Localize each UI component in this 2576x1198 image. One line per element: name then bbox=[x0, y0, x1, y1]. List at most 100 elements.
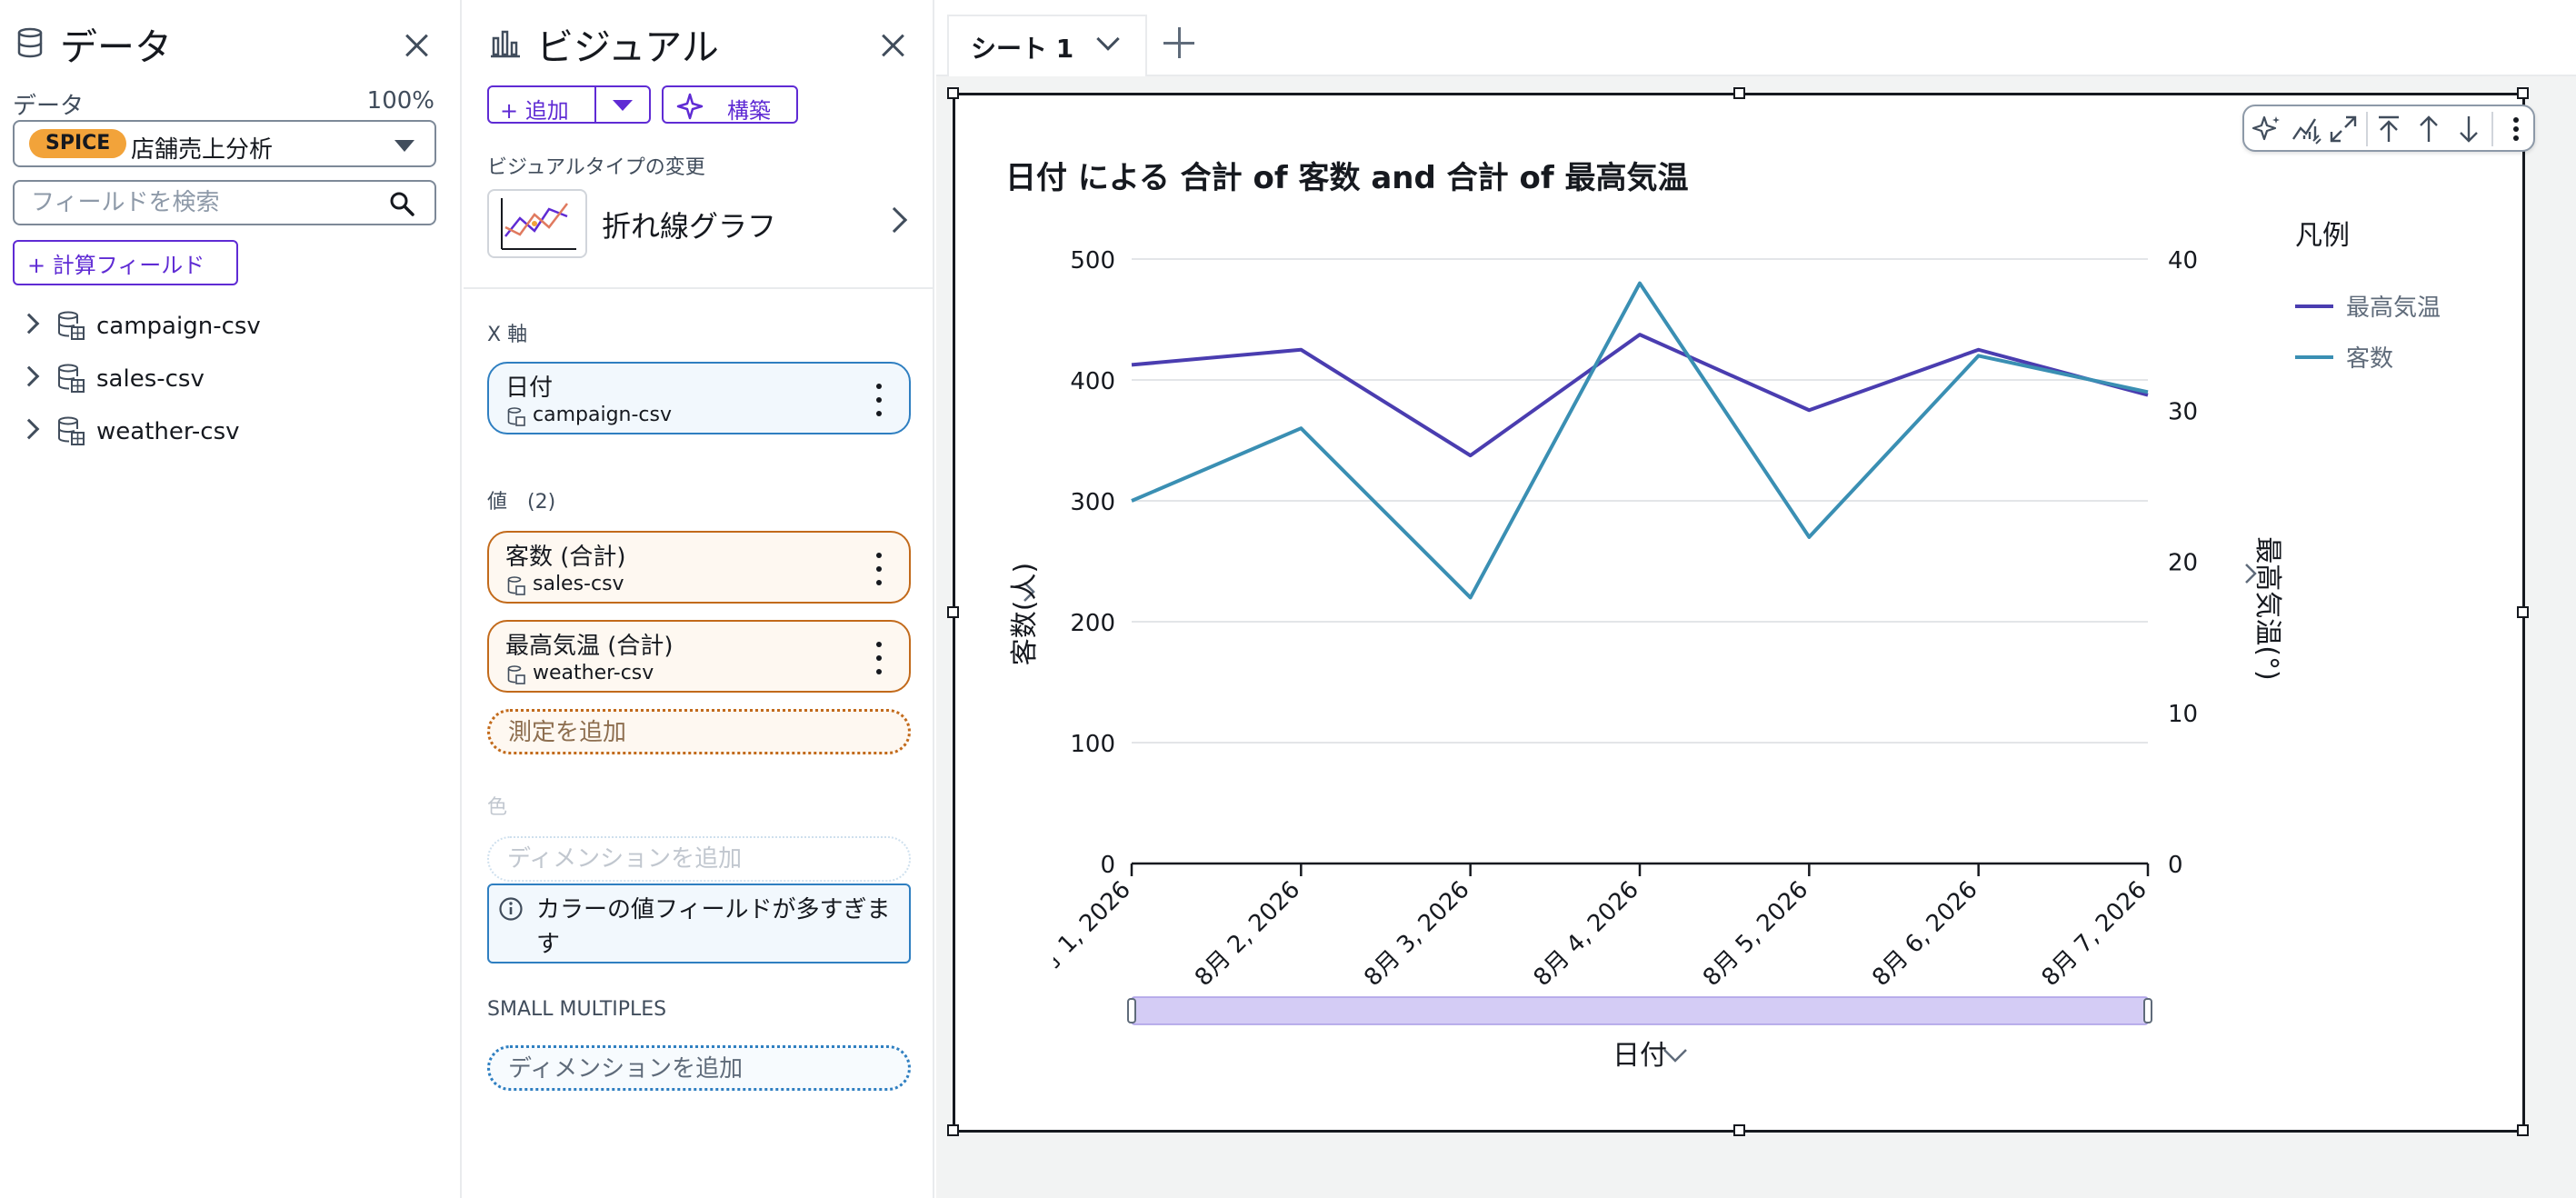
resize-handle[interactable] bbox=[2517, 1124, 2529, 1136]
visual-type-name: 折れ線グラフ bbox=[602, 209, 777, 244]
color-section-label: 色 bbox=[487, 796, 508, 819]
add-sheet-icon[interactable] bbox=[1163, 27, 1194, 58]
dataset-select[interactable]: SPICE 店舗売上分析 bbox=[13, 120, 436, 167]
y-left-tick-label: 400 bbox=[1070, 368, 1115, 395]
chevron-right-icon bbox=[2245, 564, 2257, 584]
field-name: 客数 (合計) bbox=[505, 544, 626, 571]
line-chart-thumbnail-icon bbox=[487, 189, 587, 258]
field-source: campaign-csv bbox=[533, 404, 672, 426]
y-right-tick-label: 30 bbox=[2168, 398, 2198, 425]
series-line-customers bbox=[1131, 281, 2149, 600]
more-vertical-icon[interactable] bbox=[876, 553, 882, 585]
value-field-well[interactable]: 最高気温 (合計) weather-csv bbox=[487, 620, 911, 693]
info-icon bbox=[499, 897, 523, 921]
add-visual-label: + 追加 bbox=[500, 98, 569, 124]
x-axis-field-well[interactable]: 日付 campaign-csv bbox=[487, 362, 911, 434]
more-vertical-icon[interactable] bbox=[876, 384, 882, 416]
dataset-icon bbox=[507, 407, 525, 426]
resize-handle[interactable] bbox=[947, 87, 959, 99]
add-calculated-field-button[interactable]: + 計算フィールド bbox=[13, 240, 238, 285]
y-left-tick-label: 0 bbox=[1100, 852, 1115, 879]
spice-badge: SPICE bbox=[29, 129, 127, 158]
dataset-row-campaign[interactable]: campaign-csv bbox=[0, 302, 454, 351]
close-visual-panel-icon[interactable] bbox=[874, 27, 911, 64]
x-tick-label: 8月 3, 2026 bbox=[1359, 876, 1474, 992]
dataset-icon bbox=[507, 665, 525, 684]
small-multiples-drop-target[interactable]: ディメンションを追加 bbox=[487, 1045, 911, 1091]
x-axis-title: 日付 bbox=[1612, 1040, 1667, 1072]
dataset-icon bbox=[58, 364, 85, 393]
more-vertical-icon[interactable] bbox=[2499, 112, 2533, 146]
x-axis-section-label: X 軸 bbox=[487, 324, 528, 346]
sheet-tab[interactable]: シート 1 bbox=[947, 15, 1147, 76]
move-down-icon[interactable] bbox=[2451, 112, 2486, 146]
move-to-top-icon[interactable] bbox=[2371, 112, 2406, 146]
sparkle-icon[interactable] bbox=[2250, 112, 2284, 146]
move-up-icon[interactable] bbox=[2411, 112, 2446, 146]
add-visual-button[interactable]: + 追加 bbox=[487, 85, 651, 124]
color-info-alert: カラーの値フィールドが多すぎます bbox=[487, 884, 911, 963]
resize-handle[interactable] bbox=[947, 606, 959, 618]
button-divider bbox=[594, 87, 596, 122]
resize-handle[interactable] bbox=[1733, 87, 1745, 99]
visual-type-selector[interactable]: 折れ線グラフ bbox=[487, 189, 924, 258]
resize-handle[interactable] bbox=[2517, 87, 2529, 99]
field-source: weather-csv bbox=[533, 662, 654, 684]
visual-panel: ビジュアル + 追加 構築 ビジュアルタイプの変更 折れ線グラフ X 軸 日付 bbox=[464, 0, 934, 1198]
value-field-well[interactable]: 客数 (合計) sales-csv bbox=[487, 531, 911, 604]
field-name: 最高気温 (合計) bbox=[505, 633, 674, 660]
dataset-icon bbox=[58, 311, 85, 340]
y-right-tick-label: 0 bbox=[2168, 852, 2183, 879]
forecast-chart-icon[interactable] bbox=[2288, 112, 2322, 146]
chevron-right-icon bbox=[1023, 582, 1035, 602]
legend-item-label: 客数 bbox=[2346, 345, 2393, 373]
close-data-panel-icon[interactable] bbox=[398, 27, 434, 64]
x-tick-label: 8月 4, 2026 bbox=[1529, 876, 1644, 992]
more-vertical-icon[interactable] bbox=[876, 642, 882, 674]
section-divider bbox=[464, 287, 934, 289]
bar-chart-icon bbox=[491, 30, 520, 58]
data-label: データ bbox=[13, 93, 85, 120]
chevron-right-icon bbox=[18, 365, 40, 387]
search-icon[interactable] bbox=[389, 191, 414, 216]
dataset-name: weather-csv bbox=[96, 418, 240, 445]
chevron-down-icon[interactable] bbox=[1096, 27, 1120, 51]
chevron-right-icon bbox=[881, 206, 908, 234]
chevron-right-icon bbox=[18, 418, 40, 440]
field-search-input[interactable] bbox=[13, 180, 436, 225]
visual-panel-title: ビジュアル bbox=[536, 25, 719, 69]
build-visual-button[interactable]: 構築 bbox=[662, 85, 798, 124]
toolbar-divider bbox=[2491, 112, 2493, 146]
visual-type-label: ビジュアルタイプの変更 bbox=[487, 156, 705, 179]
resize-handle[interactable] bbox=[947, 1124, 959, 1136]
line-chart-visual[interactable]: 日付 による 合計 of 客数 and 合計 of 最高気温 0 100 200 300… bbox=[947, 87, 2535, 1136]
series-line-max-temp bbox=[1131, 333, 2149, 458]
values-section-label: 値 (2) bbox=[487, 491, 556, 514]
color-alert-text: カラーの値フィールドが多すぎます bbox=[536, 896, 891, 958]
dataset-name: sales-csv bbox=[96, 365, 205, 393]
y-right-tick-label: 20 bbox=[2168, 550, 2198, 577]
resize-handle[interactable] bbox=[1733, 1124, 1745, 1136]
toolbar-divider bbox=[2366, 112, 2368, 146]
legend-item-label: 最高気温 bbox=[2346, 295, 2441, 322]
small-multiples-section-label: SMALL MULTIPLES bbox=[487, 998, 667, 1021]
caret-down-icon[interactable] bbox=[613, 100, 633, 111]
y-left-tick-label: 500 bbox=[1070, 247, 1115, 275]
color-dimension-drop-target: ディメンションを追加 bbox=[487, 836, 911, 882]
y-left-tick-label: 100 bbox=[1070, 731, 1115, 758]
dataset-row-weather[interactable]: weather-csv bbox=[0, 407, 454, 456]
dataset-row-sales[interactable]: sales-csv bbox=[0, 354, 454, 404]
build-visual-label: 構築 bbox=[727, 98, 771, 124]
caret-down-icon bbox=[394, 140, 414, 152]
data-panel: データ データ 100% SPICE 店舗売上分析 + 計算フィールド camp… bbox=[0, 0, 462, 1198]
data-panel-title: データ bbox=[60, 25, 172, 69]
y-right-tick-label: 10 bbox=[2168, 701, 2198, 728]
chart-area: 日付 による 合計 of 客数 and 合計 of 最高気温0100200300… bbox=[955, 160, 2441, 1072]
resize-handle[interactable] bbox=[2517, 606, 2529, 618]
sheet-tab-bar: シート 1 bbox=[936, 0, 2576, 76]
add-measure-drop-target[interactable]: 測定を追加 bbox=[487, 709, 911, 754]
dataset-icon bbox=[58, 416, 85, 445]
dataset-icon bbox=[507, 576, 525, 595]
expand-icon[interactable] bbox=[2326, 112, 2361, 146]
field-source: sales-csv bbox=[533, 573, 624, 595]
